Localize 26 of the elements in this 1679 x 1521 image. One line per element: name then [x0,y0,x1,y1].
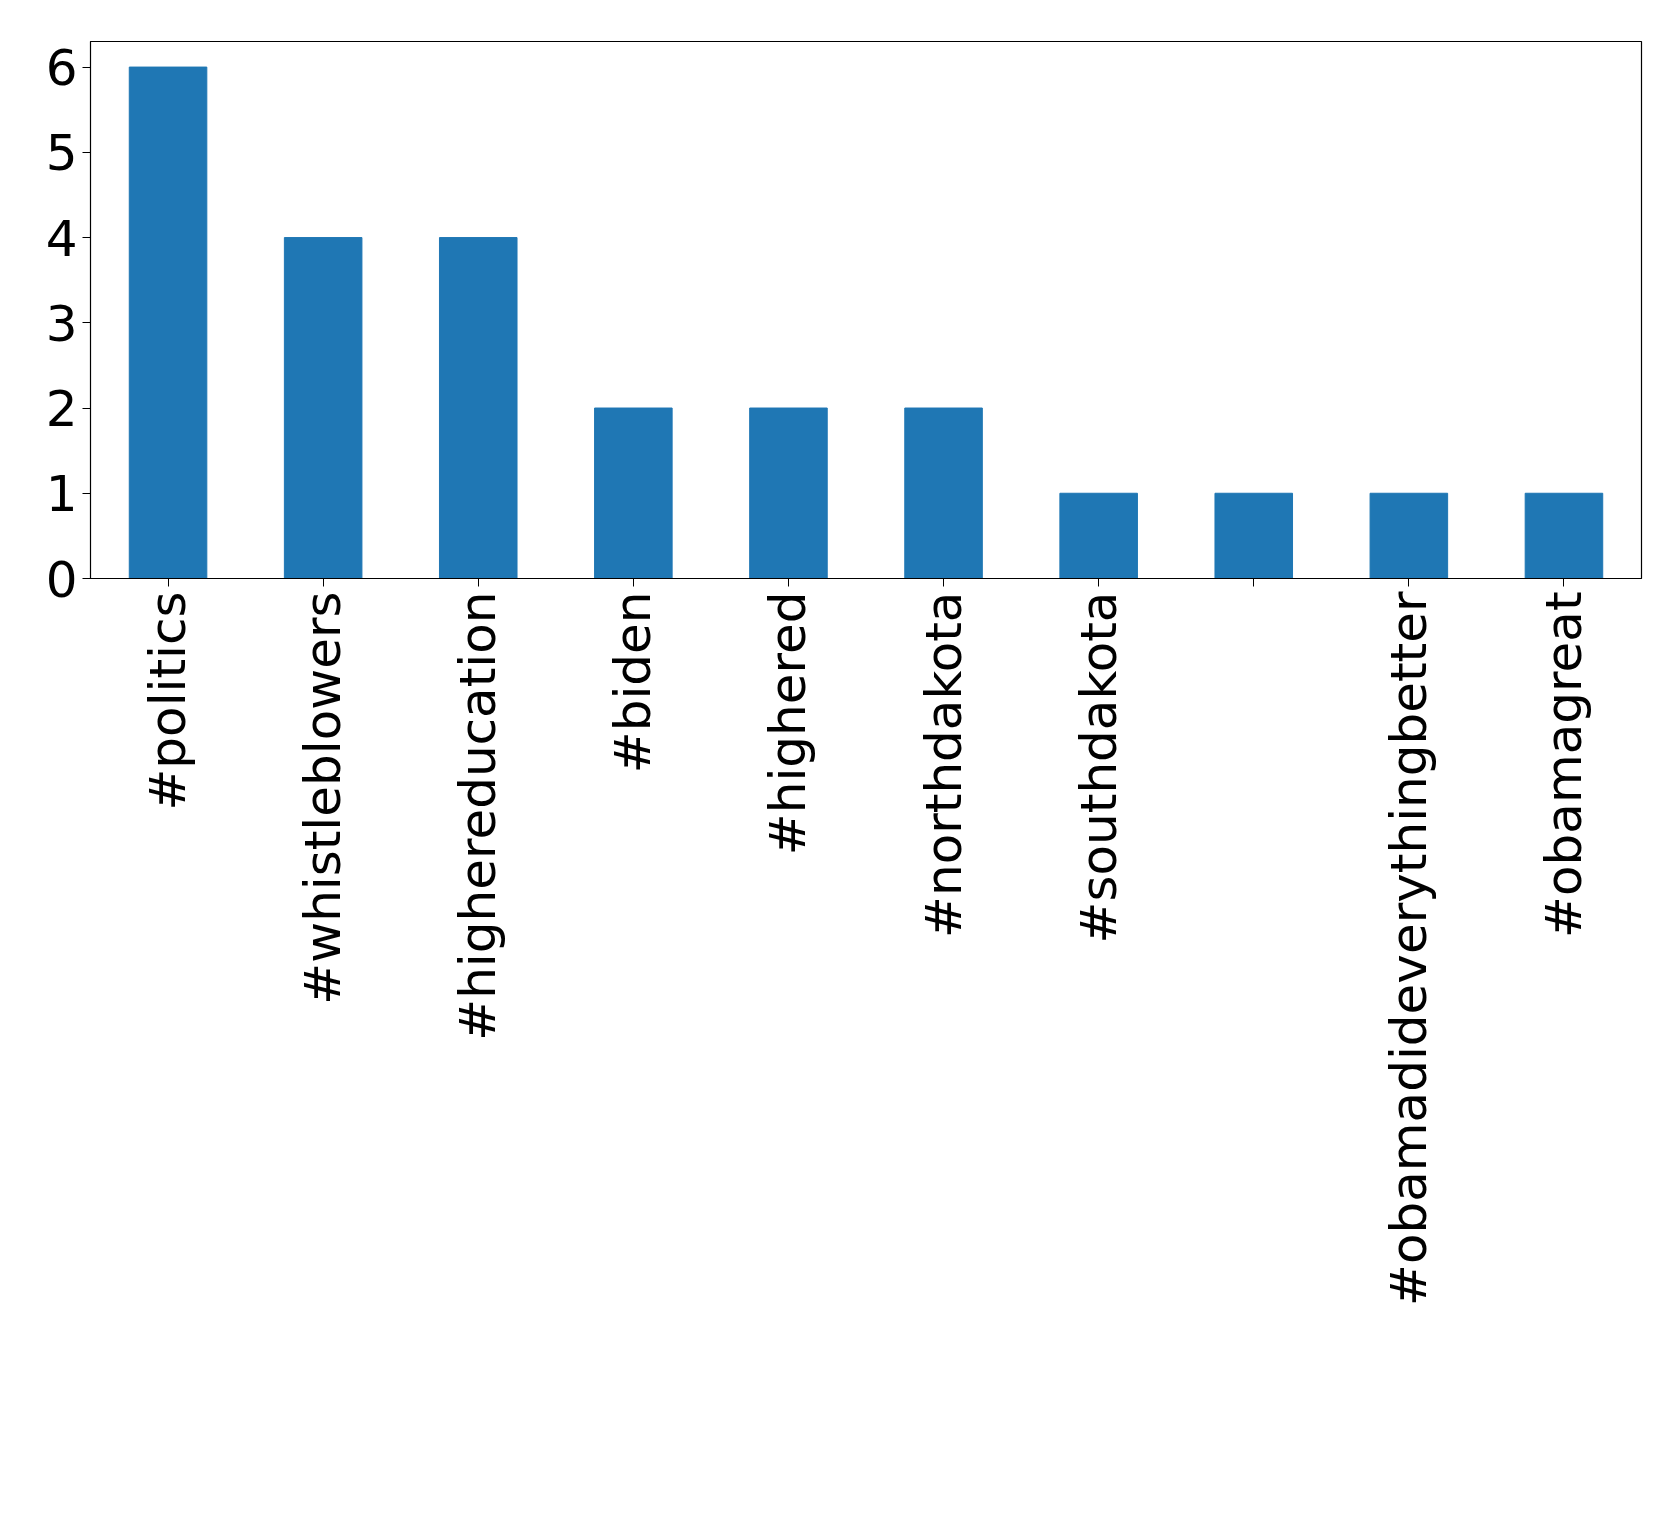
x-tick-label: #highereducation [449,591,508,1041]
y-tick-label: 1 [45,465,78,524]
y-tick-label: 4 [45,209,78,268]
bar [1214,492,1294,579]
bar [283,237,363,579]
x-tick-label: #obamagreat [1534,591,1593,938]
y-tick-label: 3 [45,294,78,353]
x-tick-label: #politics [139,591,198,811]
x-tick-label: #whistleblowers [294,591,353,1005]
x-tick-label: #highered [759,591,818,856]
bar [438,237,518,579]
bar [1524,492,1604,579]
bar [128,66,208,579]
bar [594,407,673,579]
x-tick-label: #southdakota [1069,591,1128,944]
bar [1369,492,1449,579]
x-tick-label: #northdakota [914,591,973,938]
x-tick-label: #biden [604,591,663,774]
bar [749,407,828,579]
bar [1059,492,1138,579]
y-tick-label: 5 [45,124,78,183]
x-tick-label: #obamadideverythingbetter [1379,591,1438,1306]
y-tick-label: 6 [45,39,78,98]
y-tick-label: 2 [45,380,78,439]
y-tick-label: 0 [45,550,78,609]
bar [904,407,983,579]
